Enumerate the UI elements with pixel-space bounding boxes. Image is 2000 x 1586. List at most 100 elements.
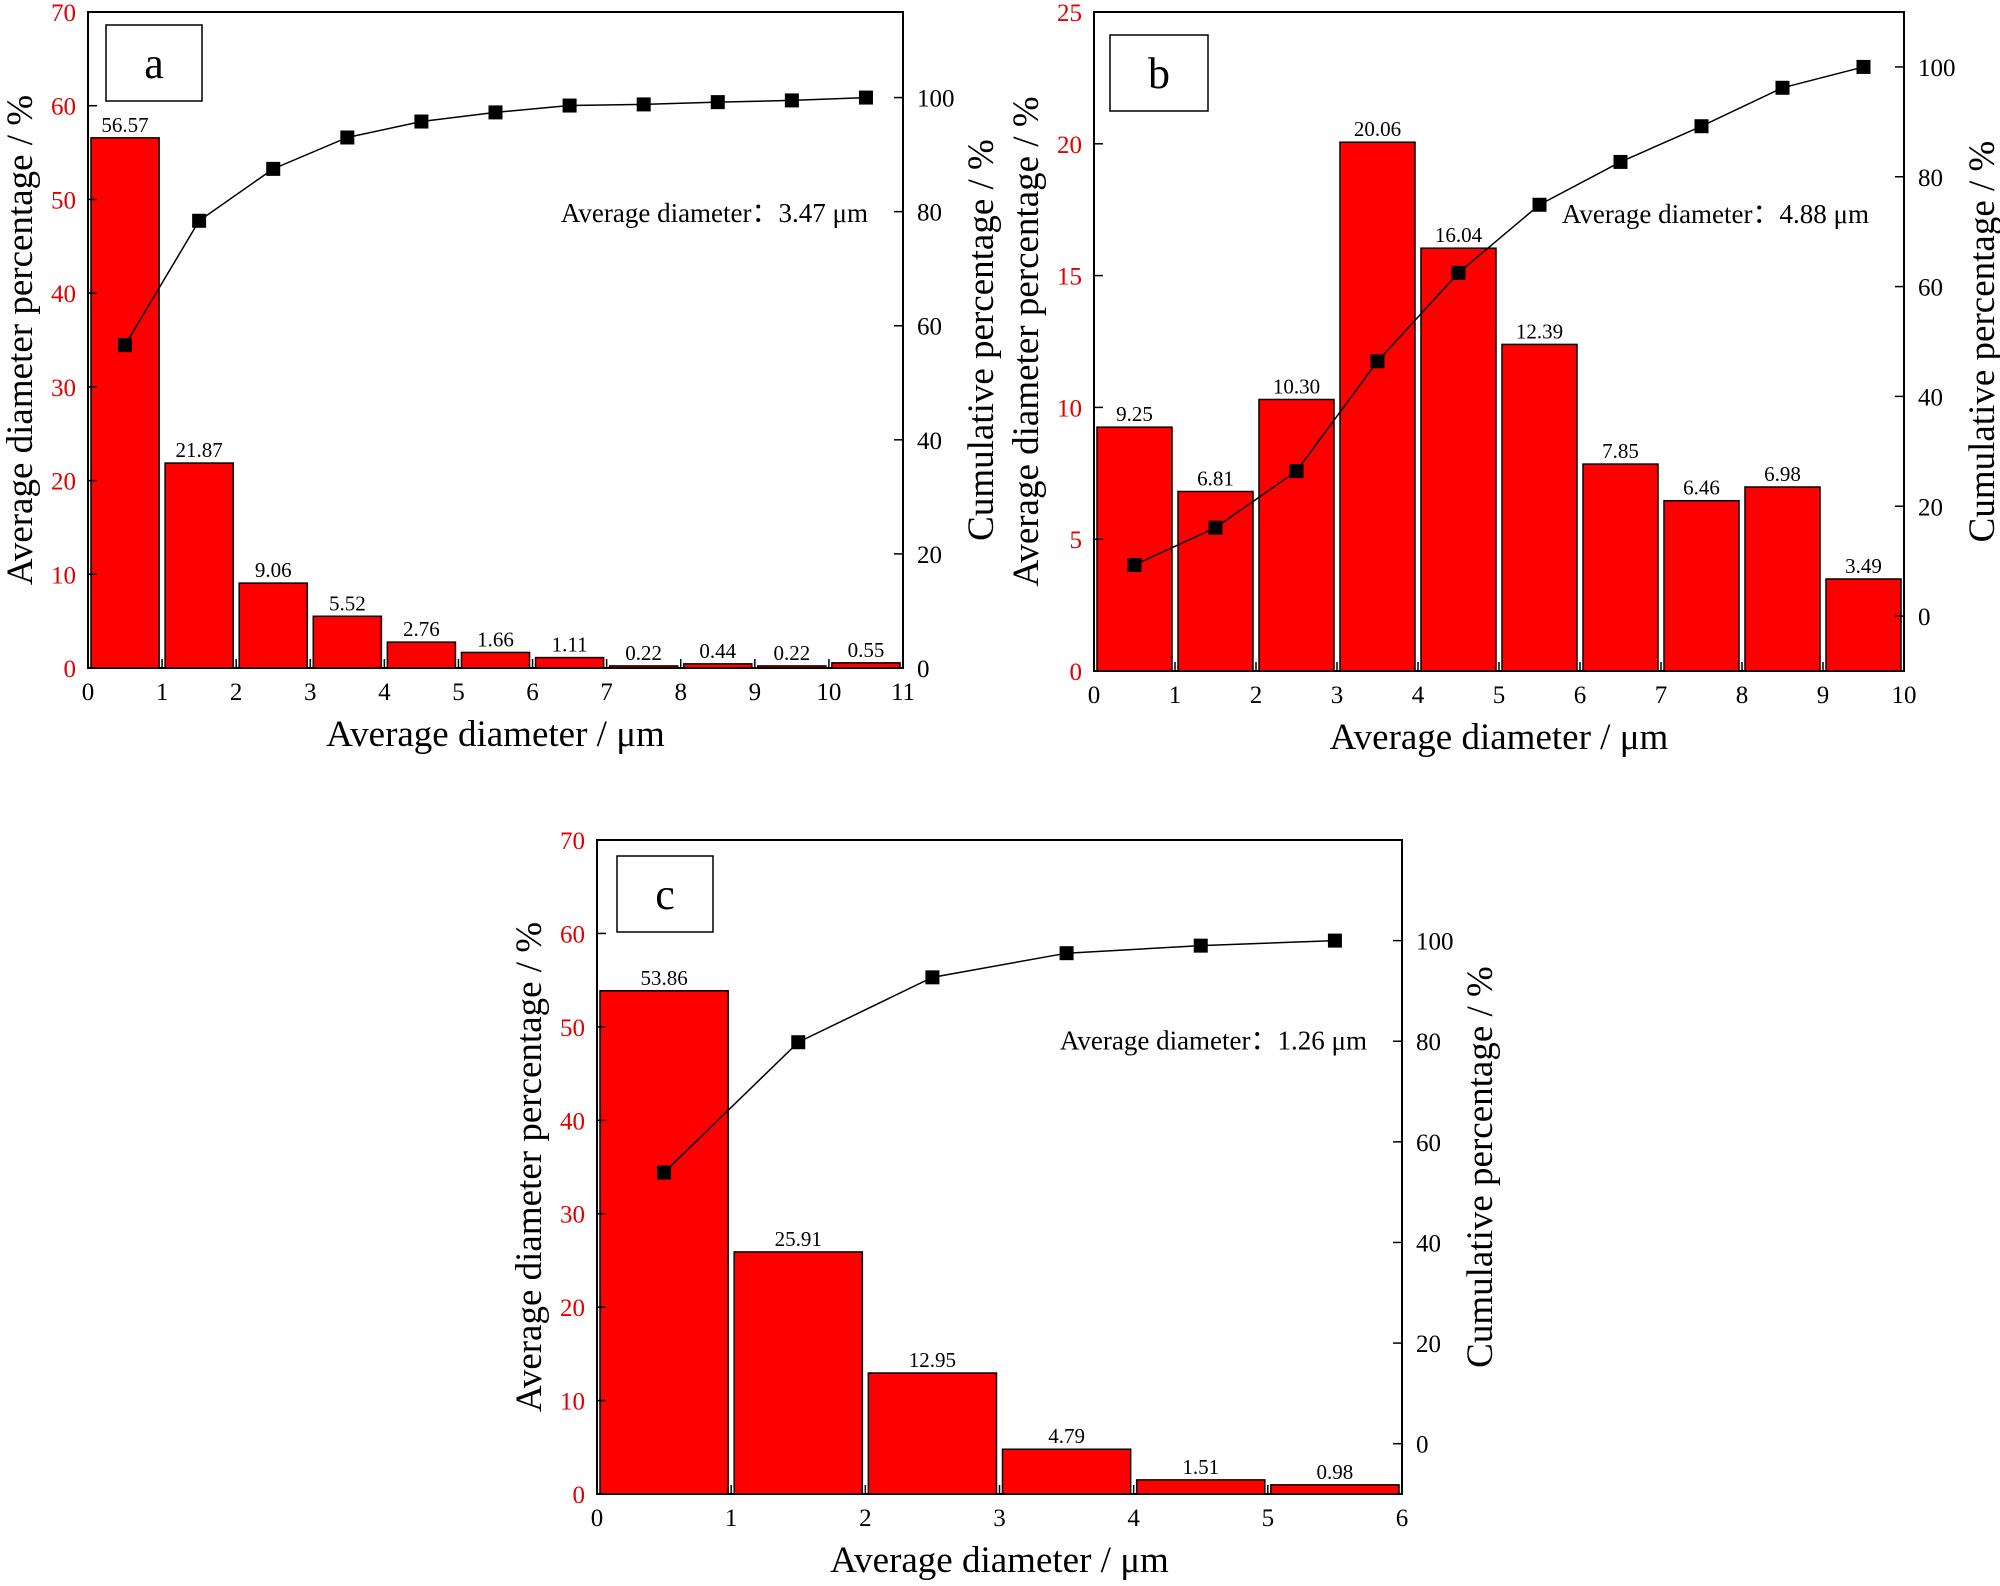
x-tick-label: 5	[1262, 1505, 1275, 1532]
cumulative-point-marker	[657, 1165, 672, 1180]
bar-data-label: 53.86	[640, 966, 687, 990]
cumulative-point-marker	[1327, 933, 1342, 948]
panel-label: b	[1148, 49, 1170, 98]
bar	[1135, 1479, 1266, 1495]
panel-label-box	[1109, 34, 1209, 112]
bar-data-label: 16.04	[1435, 223, 1483, 247]
x-axis-title: Average diameter / μm	[830, 1540, 1169, 1581]
x-tick-label: 10	[816, 679, 841, 706]
bar	[164, 462, 234, 669]
bar-data-label: 6.81	[1197, 466, 1234, 490]
x-tick-label: 10	[1892, 682, 1917, 709]
cumulative-point-marker	[1856, 59, 1871, 74]
right-tick-label: 0	[1416, 1432, 1429, 1459]
x-tick-label: 1	[725, 1505, 738, 1532]
cumulative-point-marker	[1370, 354, 1385, 369]
bar	[1339, 141, 1416, 672]
right-tick-label: 60	[1918, 275, 1943, 302]
bar-data-label: 6.98	[1764, 462, 1801, 486]
left-tick-label: 70	[560, 828, 585, 855]
cumulative-point-marker	[784, 93, 799, 108]
bar	[608, 665, 679, 669]
x-axis-title: Average diameter / μm	[1330, 717, 1669, 758]
cumulative-point-marker	[1208, 520, 1223, 535]
bar	[1258, 398, 1335, 672]
left-tick-label: 40	[560, 1108, 585, 1135]
bar	[757, 665, 827, 669]
bar-data-label: 1.66	[477, 627, 514, 651]
bar-data-label: 1.11	[552, 633, 588, 657]
bar-data-label: 5.52	[329, 591, 366, 615]
left-tick-label: 10	[560, 1389, 585, 1416]
bar	[1582, 463, 1659, 672]
right-tick-label: 60	[1416, 1130, 1441, 1157]
bar	[599, 990, 729, 1495]
x-tick-label: 9	[1817, 682, 1830, 709]
left-y-axis-title: Average diameter percentage / %	[1006, 96, 1047, 586]
right-tick-label: 20	[1416, 1331, 1441, 1358]
bar	[1663, 499, 1740, 672]
left-tick-label: 0	[64, 656, 77, 683]
cumulative-point-marker	[414, 114, 429, 129]
x-tick-label: 1	[1169, 682, 1182, 709]
right-tick-label: 80	[1918, 165, 1943, 192]
left-tick-label: 60	[51, 94, 76, 121]
bar	[733, 1251, 864, 1495]
cumulative-line	[1134, 66, 1864, 566]
left-tick-label: 0	[573, 1482, 586, 1509]
bar-data-label: 21.87	[176, 438, 223, 462]
left-tick-label: 10	[51, 562, 76, 589]
x-tick-label: 7	[1655, 682, 1668, 709]
bar-data-label: 4.79	[1048, 1424, 1085, 1448]
x-tick-label: 8	[674, 679, 687, 706]
x-tick-label: 3	[304, 679, 317, 706]
x-tick-label: 9	[749, 679, 762, 706]
x-tick-label: 8	[1736, 682, 1749, 709]
left-tick-label: 10	[1057, 395, 1082, 422]
cumulative-point-marker	[858, 90, 873, 105]
left-tick-label: 50	[51, 187, 76, 214]
cumulative-point-marker	[1532, 197, 1547, 212]
cumulative-point-marker	[340, 130, 355, 145]
cumulative-point-marker	[925, 970, 940, 985]
cumulative-point-marker	[1289, 464, 1304, 479]
x-tick-label: 5	[452, 679, 465, 706]
bar-data-label: 0.98	[1317, 1460, 1354, 1484]
x-tick-label: 6	[1396, 1505, 1409, 1532]
x-tick-label: 4	[378, 679, 391, 706]
left-tick-label: 20	[560, 1295, 585, 1322]
x-tick-label: 2	[230, 679, 243, 706]
cumulative-point-marker	[488, 105, 503, 120]
bar-data-label: 12.39	[1516, 319, 1563, 343]
right-tick-label: 100	[1416, 929, 1454, 956]
left-tick-label: 40	[51, 281, 76, 308]
cumulative-point-marker	[562, 98, 577, 113]
bar-data-label: 3.49	[1845, 554, 1882, 578]
x-tick-label: 2	[1250, 682, 1263, 709]
bar	[1001, 1448, 1132, 1495]
left-tick-label: 70	[51, 0, 76, 27]
cumulative-point-marker	[1193, 938, 1208, 953]
bar	[1096, 426, 1173, 672]
bar-data-label: 2.76	[403, 617, 440, 641]
x-tick-label: 0	[82, 679, 95, 706]
x-tick-label: 3	[1331, 682, 1344, 709]
bar	[312, 615, 383, 669]
right-tick-label: 40	[917, 428, 942, 455]
panel-label: a	[144, 39, 164, 88]
bar	[831, 662, 901, 669]
x-tick-label: 4	[1127, 1505, 1140, 1532]
right-tick-label: 100	[917, 86, 955, 113]
left-y-axis-title: Average diameter percentage / %	[0, 95, 41, 585]
right-tick-label: 80	[1416, 1029, 1441, 1056]
average-diameter-annotation: Average diameter：3.47 μm	[561, 198, 868, 228]
average-diameter-annotation: Average diameter：1.26 μm	[1060, 1025, 1367, 1055]
panel-label-box	[105, 24, 203, 102]
bar-data-label: 56.57	[101, 113, 148, 137]
left-tick-label: 5	[1070, 527, 1083, 554]
x-tick-label: 4	[1412, 682, 1425, 709]
bar-data-label: 7.85	[1602, 439, 1639, 463]
average-diameter-annotation: Average diameter：4.88 μm	[1562, 199, 1869, 229]
